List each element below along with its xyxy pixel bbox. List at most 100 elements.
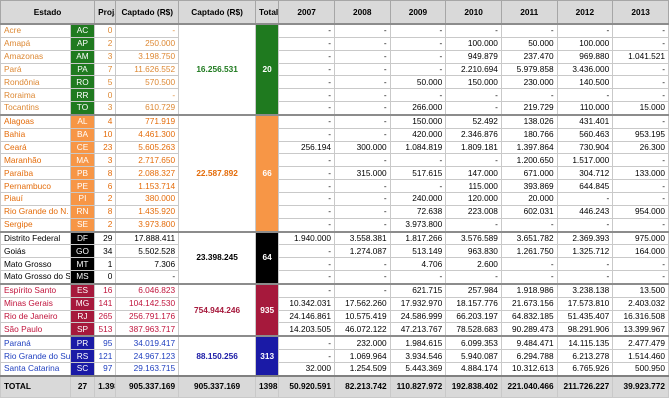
year-value: 2.600: [445, 257, 502, 272]
state-row: Acre AC 0-16.256.531 20- - - - - - -: [0, 22, 669, 116]
year-value: 3.651.782: [500, 230, 558, 246]
year-value: -: [445, 88, 502, 103]
year-value: -: [333, 75, 391, 90]
year-value: 32.000: [278, 361, 335, 377]
year-value: 15.000: [612, 101, 669, 116]
year-value: 2.403.032: [612, 296, 669, 311]
state-proj: 2: [94, 191, 117, 206]
year-value: 47.213.767: [389, 322, 447, 337]
year-value: 180.766: [500, 127, 558, 142]
state-row: Distrito Federal DF 29 17.888.411 23.398.245…: [0, 230, 669, 285]
total-captado: 905.337.169: [115, 374, 180, 398]
state-name: Paraíba: [0, 166, 71, 181]
year-value: -: [389, 88, 447, 103]
state-row: Goiás GO 34 5.502.528 -1.274.087 513.149 963.8…: [0, 244, 669, 259]
total-count: 1398: [255, 374, 280, 398]
state-proj: 23: [94, 140, 117, 155]
year-value: -: [556, 217, 614, 233]
year-value: -: [556, 22, 614, 38]
year-value: 1.397.864: [500, 140, 558, 155]
state-uf-badge: RJ: [69, 309, 96, 324]
state-uf-badge: AP: [69, 36, 96, 51]
year-value: -: [500, 22, 558, 38]
state-row: Rio Grande do Sul RS 121 24.967.123 -1.069.9…: [0, 349, 669, 363]
year-value: 223.008: [445, 204, 502, 219]
year-value: -: [333, 22, 391, 38]
year-value: 1.517.000: [556, 153, 614, 168]
state-name: Roraima: [0, 88, 71, 103]
state-uf-badge: MS: [69, 270, 96, 285]
total-uf-count: 27: [69, 374, 96, 398]
year-value: 513.149: [389, 244, 447, 259]
state-proj: 3: [94, 49, 117, 64]
year-value: 138.026: [500, 113, 558, 129]
year-value: -: [333, 127, 391, 142]
header-year: 2009: [389, 0, 447, 25]
state-uf-badge: TO: [69, 101, 96, 116]
year-value: 4.706: [389, 257, 447, 272]
year-value: 21.673.156: [500, 296, 558, 311]
year-value: -: [612, 113, 669, 129]
year-value: 602.031: [500, 204, 558, 219]
year-value: -: [333, 204, 391, 219]
year-value: 1.041.521: [612, 49, 669, 64]
state-proj: 97: [94, 361, 117, 377]
year-value: 5.443.369: [389, 361, 447, 377]
header-estado: Estado: [0, 0, 96, 25]
year-value: 621.715: [389, 282, 447, 298]
year-value: 17.562.260: [333, 296, 391, 311]
year-value: 1.261.750: [500, 244, 558, 259]
state-row: Bahia BA 10 4.461.300- -420.000 2.346.876 180.…: [0, 127, 669, 142]
header-captado: Captado (R$): [115, 0, 180, 25]
state-captado: 11.626.552: [115, 62, 180, 77]
state-row: Santa Catarina SC 97 29.163.715 32.000 1.254.…: [0, 361, 669, 377]
header-total: Total: [255, 0, 280, 25]
state-name: Rio Grande do Sul: [0, 349, 71, 363]
state-proj: 10: [94, 127, 117, 142]
state-name: Mato Grosso do S.: [0, 270, 71, 285]
state-proj: 6: [94, 179, 117, 193]
state-uf-badge: RN: [69, 204, 96, 219]
state-proj: 7: [94, 62, 117, 77]
year-value: -: [333, 49, 391, 64]
state-proj: 3: [94, 153, 117, 168]
year-value: 1.200.650: [500, 153, 558, 168]
year-value: -: [278, 166, 335, 181]
year-value: 2.346.876: [445, 127, 502, 142]
year-value: 100.000: [445, 36, 502, 51]
year-value: 953.195: [612, 127, 669, 142]
year-value: -: [389, 62, 447, 77]
state-row: Ceará CE 23 5.605.263 256.194 300.000 1.084.81…: [0, 140, 669, 155]
year-value: -: [445, 22, 502, 38]
state-uf-badge: PE: [69, 179, 96, 193]
state-captado: 7.306: [115, 257, 180, 272]
year-value: 14.203.505: [278, 322, 335, 337]
state-name: Mato Grosso: [0, 257, 71, 272]
state-row: Espírito Santo ES 16 6.046.823 754.944.246 93…: [0, 282, 669, 337]
table-body: Acre AC 0-16.256.531 20- - - - - - - Amapá AP 2 250.0…: [0, 22, 669, 377]
state-name: São Paulo: [0, 322, 71, 337]
year-value: 431.401: [556, 113, 614, 129]
year-value: 147.000: [445, 166, 502, 181]
state-name: Rio de Janeiro: [0, 309, 71, 324]
state-captado: 387.963.717: [115, 322, 180, 337]
year-value: -: [278, 179, 335, 193]
state-uf-badge: GO: [69, 244, 96, 259]
year-value: 5.940.087: [445, 349, 502, 363]
year-value: 17.932.970: [389, 296, 447, 311]
header-year: 2007: [278, 0, 335, 25]
region-count: 313: [255, 335, 280, 377]
year-value: 975.000: [612, 230, 669, 246]
header-year: 2012: [556, 0, 614, 25]
year-value: -: [333, 153, 391, 168]
state-captado: -: [115, 270, 180, 285]
year-value: 50.000: [500, 36, 558, 51]
year-value: 52.492: [445, 113, 502, 129]
state-name: Paraná: [0, 335, 71, 351]
year-value: -: [333, 36, 391, 51]
year-value: 16.316.508: [612, 309, 669, 324]
state-proj: 8: [94, 166, 117, 181]
state-captado: 4.461.300: [115, 127, 180, 142]
year-value: -: [556, 257, 614, 272]
state-captado: 6.046.823: [115, 282, 180, 298]
